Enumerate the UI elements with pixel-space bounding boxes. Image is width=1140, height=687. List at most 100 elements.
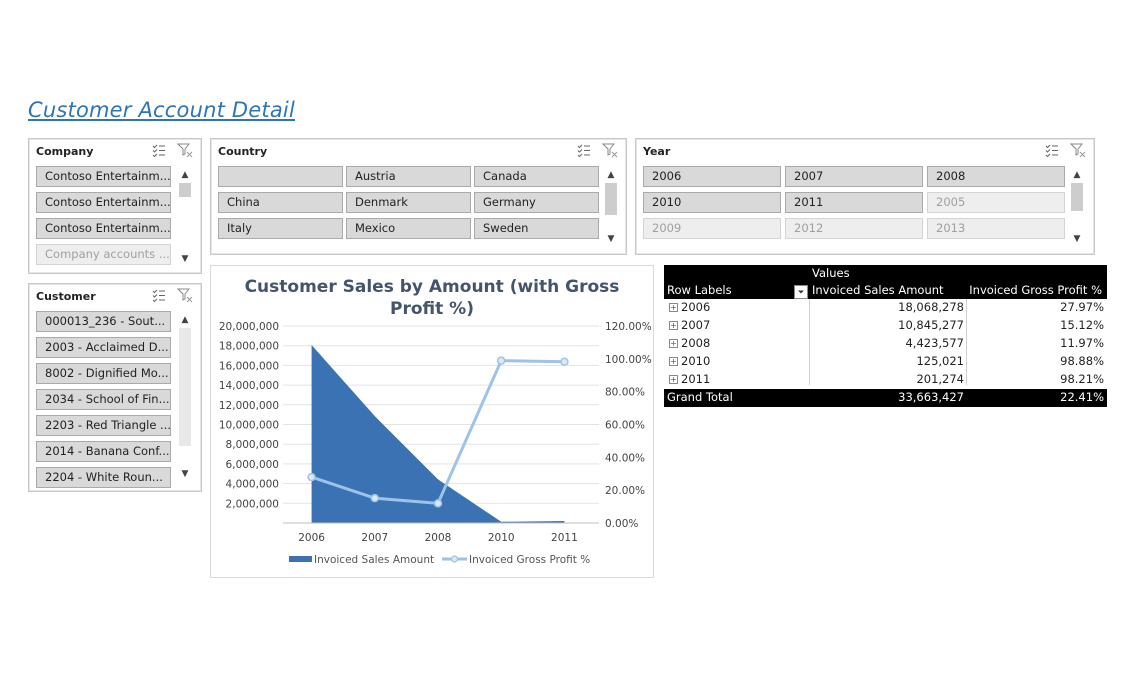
x-tick-label: 2007 bbox=[361, 532, 388, 544]
row-year: 2010 bbox=[681, 354, 711, 368]
multi-select-icon[interactable] bbox=[576, 142, 592, 158]
slicer-item[interactable]: 2203 - Red Triangle ... bbox=[36, 415, 171, 436]
slicer-item[interactable]: 2007 bbox=[785, 166, 923, 187]
multi-select-icon[interactable] bbox=[151, 142, 167, 158]
multi-select-icon[interactable] bbox=[1044, 142, 1060, 158]
slicer-item[interactable]: Sweden bbox=[474, 218, 599, 239]
slicer-item[interactable]: 2034 - School of Fin... bbox=[36, 389, 171, 410]
slicer-item[interactable]: Italy bbox=[218, 218, 343, 239]
row-pct: 98.21% bbox=[1060, 372, 1104, 386]
expand-icon[interactable]: + bbox=[669, 357, 678, 366]
country-slicer-header: Country bbox=[218, 145, 268, 158]
slicer-item[interactable]: 2012 bbox=[785, 218, 923, 239]
slicer-item[interactable]: Contoso Entertainm... bbox=[36, 166, 171, 187]
row-label[interactable]: +2010 bbox=[664, 353, 710, 370]
slicer-item[interactable]: 2006 bbox=[643, 166, 781, 187]
slicer-item[interactable]: China bbox=[218, 192, 343, 213]
slicer-item[interactable]: 2005 bbox=[927, 192, 1065, 213]
scroll-thumb[interactable] bbox=[605, 183, 617, 215]
y2-tick-label: 60.00% bbox=[605, 420, 645, 432]
row-label[interactable]: +2011 bbox=[664, 371, 710, 388]
scroll-up-icon[interactable]: ▲ bbox=[181, 315, 189, 325]
customer-slicer-header: Customer bbox=[36, 290, 96, 303]
slicer-item[interactable] bbox=[218, 166, 343, 187]
page-title[interactable]: Customer Account Detail bbox=[28, 98, 295, 122]
year-scrollbar[interactable]: ▲ ▼ bbox=[1070, 169, 1084, 247]
row-label[interactable]: +2007 bbox=[664, 317, 710, 334]
scroll-thumb[interactable] bbox=[179, 183, 191, 197]
clear-filter-icon[interactable] bbox=[1070, 142, 1086, 158]
y-tick-label: 8,000,000 bbox=[226, 439, 279, 451]
clear-filter-icon[interactable] bbox=[177, 287, 193, 303]
scroll-up-icon[interactable]: ▲ bbox=[1073, 170, 1081, 180]
row-year: 2007 bbox=[681, 318, 711, 332]
customer-slicer: Customer ▲ ▼ 000013_236 - Sout... 2003 - … bbox=[28, 283, 202, 492]
pivot-column-divider bbox=[966, 299, 967, 385]
grand-total-row: Grand Total 33,663,427 22.41% bbox=[664, 389, 1107, 407]
row-label[interactable]: +2008 bbox=[664, 335, 710, 352]
company-scrollbar[interactable]: ▲ ▼ bbox=[178, 169, 192, 265]
y2-tick-label: 0.00% bbox=[605, 518, 638, 530]
scroll-thumb[interactable] bbox=[179, 328, 191, 446]
y-tick-label: 14,000,000 bbox=[219, 380, 279, 392]
scroll-up-icon[interactable]: ▲ bbox=[607, 170, 615, 180]
company-slicer: Company ▲ ▼ Contoso Entertainm... Contoso… bbox=[28, 138, 202, 274]
y-tick-label: 4,000,000 bbox=[226, 479, 279, 491]
row-labels-header: Row Labels bbox=[667, 283, 732, 297]
scroll-thumb[interactable] bbox=[1071, 183, 1083, 211]
expand-icon[interactable]: + bbox=[669, 321, 678, 330]
slicer-item[interactable]: Company accounts ... bbox=[36, 244, 171, 265]
customer-scrollbar[interactable]: ▲ ▼ bbox=[178, 314, 192, 484]
slicer-item[interactable]: 000013_236 - Sout... bbox=[36, 311, 171, 332]
pivot-body: +2006 18,068,278 27.97% +2007 10,845,277 15.1… bbox=[664, 299, 1107, 389]
scroll-down-icon[interactable]: ▼ bbox=[181, 469, 189, 479]
slicer-item[interactable]: Denmark bbox=[346, 192, 471, 213]
scroll-up-icon[interactable]: ▲ bbox=[181, 170, 189, 180]
col-sales-amount-header: Invoiced Sales Amount bbox=[812, 283, 944, 297]
y-tick-label: 6,000,000 bbox=[226, 459, 279, 471]
x-tick-label: 2006 bbox=[298, 532, 325, 544]
grand-total-label: Grand Total bbox=[667, 390, 733, 404]
slicer-item[interactable]: 2011 bbox=[785, 192, 923, 213]
clear-filter-icon[interactable] bbox=[602, 142, 618, 158]
pivot-row: +2006 18,068,278 27.97% bbox=[664, 299, 1107, 317]
slicer-item[interactable]: Austria bbox=[346, 166, 471, 187]
slicer-item[interactable]: 2009 bbox=[643, 218, 781, 239]
slicer-item[interactable]: 8002 - Dignified Mo... bbox=[36, 363, 171, 384]
legend-swatch-sales-amount bbox=[289, 556, 312, 562]
slicer-item[interactable]: 2013 bbox=[927, 218, 1065, 239]
sales-chart[interactable]: Customer Sales by Amount (with Gross Prof… bbox=[210, 265, 654, 578]
expand-icon[interactable]: + bbox=[669, 375, 678, 384]
slicer-item[interactable]: Germany bbox=[474, 192, 599, 213]
scroll-down-icon[interactable]: ▼ bbox=[607, 234, 615, 244]
y-tick-label: 12,000,000 bbox=[219, 400, 279, 412]
row-labels-filter-button[interactable] bbox=[794, 285, 808, 299]
scroll-down-icon[interactable]: ▼ bbox=[181, 254, 189, 264]
slicer-item[interactable]: Canada bbox=[474, 166, 599, 187]
slicer-item[interactable]: 2008 bbox=[927, 166, 1065, 187]
country-slicer: Country ▲ ▼ Austria Canada China Denmark Ger… bbox=[210, 138, 627, 255]
slicer-item[interactable]: 2010 bbox=[643, 192, 781, 213]
pivot-header: Values Row Labels Invoiced Sales Amount … bbox=[664, 265, 1107, 299]
slicer-item[interactable]: Contoso Entertainm... bbox=[36, 192, 171, 213]
slicer-item[interactable]: 2003 - Acclaimed D... bbox=[36, 337, 171, 358]
x-tick-label: 2011 bbox=[551, 532, 578, 544]
clear-filter-icon[interactable] bbox=[177, 142, 193, 158]
legend-label-gross-profit: Invoiced Gross Profit % bbox=[469, 554, 590, 566]
expand-icon[interactable]: + bbox=[669, 339, 678, 348]
multi-select-icon[interactable] bbox=[151, 287, 167, 303]
grand-total-pct: 22.41% bbox=[1060, 390, 1104, 404]
scroll-down-icon[interactable]: ▼ bbox=[1073, 234, 1081, 244]
slicer-item[interactable]: Contoso Entertainm... bbox=[36, 218, 171, 239]
chart-title: Profit %) bbox=[390, 299, 474, 319]
row-label[interactable]: +2006 bbox=[664, 299, 710, 316]
x-tick-label: 2008 bbox=[425, 532, 452, 544]
y-tick-label: 2,000,000 bbox=[226, 498, 279, 510]
slicer-item[interactable]: 2014 - Banana Conf... bbox=[36, 441, 171, 462]
slicer-item[interactable]: Mexico bbox=[346, 218, 471, 239]
slicer-item[interactable]: 2204 - White Roun... bbox=[36, 467, 171, 488]
country-scrollbar[interactable]: ▲ ▼ bbox=[604, 169, 618, 247]
chevron-down-icon bbox=[798, 290, 804, 294]
expand-icon[interactable]: + bbox=[669, 303, 678, 312]
y2-tick-label: 80.00% bbox=[605, 387, 645, 399]
